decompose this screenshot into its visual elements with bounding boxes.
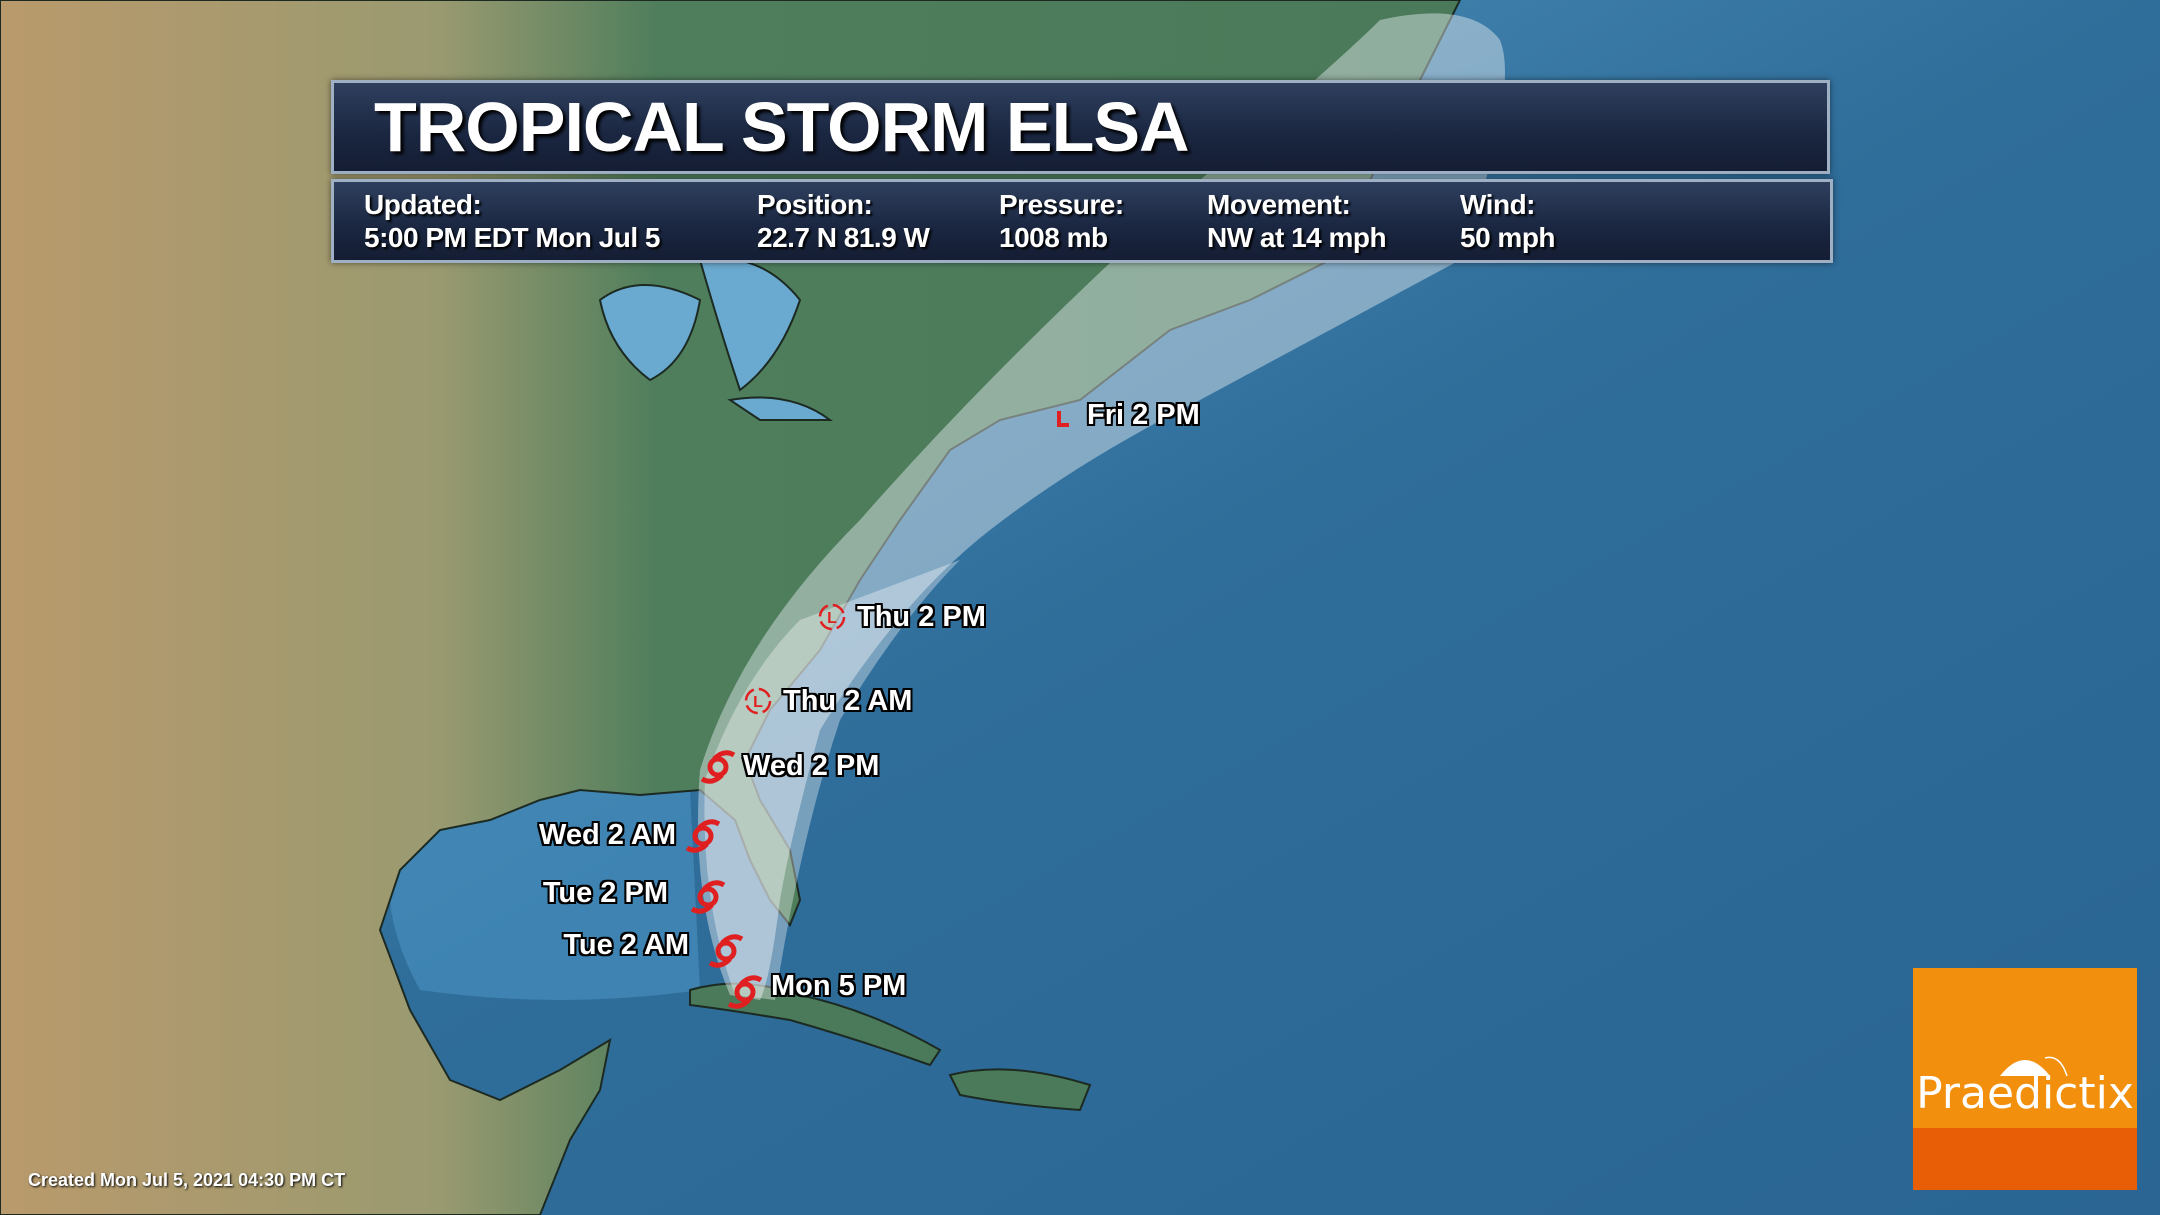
info-value: 5:00 PM EDT Mon Jul 5 bbox=[364, 222, 661, 253]
svg-text:L: L bbox=[827, 610, 837, 627]
track-label-wed-2pm: Wed 2 PM bbox=[743, 750, 880, 782]
created-timestamp: Created Mon Jul 5, 2021 04:30 PM CT bbox=[28, 1170, 346, 1190]
info-position: Position: 22.7 N 81.9 W bbox=[757, 188, 930, 254]
track-label-tue-2am: Tue 2 AM bbox=[563, 929, 689, 961]
track-label-thu-2pm: Thu 2 PM bbox=[857, 601, 986, 633]
track-label-wed-2am: Wed 2 AM bbox=[539, 819, 676, 851]
info-label: Movement: bbox=[1207, 189, 1351, 220]
svg-text:L: L bbox=[753, 694, 763, 711]
tropical-storm-icon bbox=[727, 975, 763, 1009]
tropical-storm-icon bbox=[708, 934, 744, 968]
storm-title: TROPICAL STORM ELSA bbox=[374, 88, 1190, 166]
tropical-storm-icon bbox=[700, 750, 736, 784]
info-value: 22.7 N 81.9 W bbox=[757, 222, 930, 253]
cuba bbox=[689, 982, 942, 1067]
info-movement: Movement: NW at 14 mph bbox=[1207, 188, 1387, 254]
track-label-tue-2pm: Tue 2 PM bbox=[542, 877, 668, 909]
low-pressure-icon: L bbox=[818, 603, 846, 631]
info-label: Position: bbox=[757, 189, 873, 220]
info-pressure: Pressure: 1008 mb bbox=[999, 188, 1124, 254]
info-value: 50 mph bbox=[1460, 222, 1556, 253]
umbrella-icon bbox=[2000, 1056, 2068, 1077]
info-wind: Wind: 50 mph bbox=[1460, 188, 1556, 254]
north-america-land bbox=[0, 0, 1462, 1215]
tropical-storm-icon bbox=[690, 880, 726, 914]
low-pressure-icon: L bbox=[744, 687, 772, 715]
track-label-fri-2pm: Fri 2 PM bbox=[1087, 399, 1200, 431]
hispaniola bbox=[948, 1068, 1092, 1112]
info-label: Updated: bbox=[364, 189, 482, 220]
logo-text: Praedictix bbox=[1916, 1068, 2134, 1119]
track-label-mon-5pm: Mon 5 PM bbox=[771, 970, 907, 1002]
info-value: 1008 mb bbox=[999, 222, 1108, 253]
storm-info-panel: Updated: 5:00 PM EDT Mon Jul 5 Position: 2… bbox=[331, 179, 1833, 263]
forecast-cone-inner bbox=[704, 560, 960, 1000]
post-tropical-low-icon bbox=[1057, 411, 1069, 427]
track-label-thu-2am: Thu 2 AM bbox=[783, 685, 913, 717]
great-lakes bbox=[598, 257, 834, 421]
praedictix-logo: Praedictix bbox=[1913, 968, 2137, 1190]
info-label: Pressure: bbox=[999, 189, 1124, 220]
info-label: Wind: bbox=[1460, 189, 1536, 220]
gulf-of-mexico bbox=[388, 788, 700, 1000]
info-updated: Updated: 5:00 PM EDT Mon Jul 5 bbox=[364, 188, 661, 254]
tropical-storm-icon bbox=[685, 819, 721, 853]
title-panel: TROPICAL STORM ELSA bbox=[331, 80, 1830, 174]
info-value: NW at 14 mph bbox=[1207, 222, 1387, 253]
